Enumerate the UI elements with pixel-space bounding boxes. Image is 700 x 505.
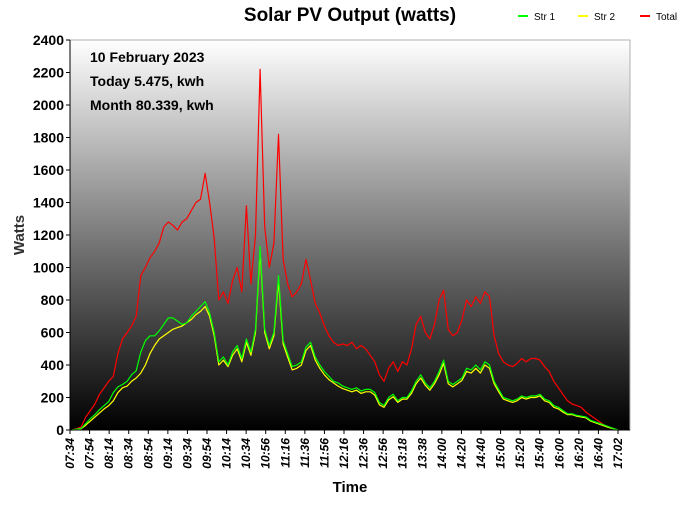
x-tick-label: 11:36 [298, 438, 312, 468]
x-tick-label: 16:40 [591, 438, 605, 469]
series-line-str-2 [71, 250, 619, 431]
y-tick-label: 1200 [33, 227, 64, 243]
chart-title: Solar PV Output (watts) [244, 5, 456, 26]
x-axis-label: Time [333, 479, 368, 496]
y-tick-label: 0 [56, 422, 64, 438]
legend: Str 1 Str 2 Total [518, 12, 677, 23]
x-tick-label: 15:20 [513, 438, 527, 469]
x-tick-label: 17:02 [611, 438, 625, 469]
x-tick-label: 16:20 [572, 438, 586, 469]
x-tick-label: 10:56 [259, 438, 273, 469]
x-tick-label: 08:14 [102, 438, 116, 469]
x-tick-label: 07:54 [83, 438, 97, 469]
y-tick-label: 600 [41, 325, 65, 341]
x-tick-label: 16:00 [552, 438, 566, 469]
y-axis: 0 200 400 600 800 1000 1200 1400 1600 1800 2000 220… [33, 32, 70, 438]
legend-label: Total [656, 12, 677, 23]
x-tick-label: 08:54 [141, 438, 155, 469]
x-tick-label: 12:16 [337, 438, 351, 469]
y-tick-label: 2400 [33, 32, 64, 48]
legend-label: Str 2 [594, 12, 616, 23]
plot-area [69, 39, 631, 431]
y-tick-label: 200 [41, 390, 65, 406]
x-tick-label: 10:34 [239, 438, 253, 469]
x-tick-label: 09:54 [200, 438, 214, 469]
x-tick-label: 12:36 [357, 438, 371, 469]
x-tick-label: 14:00 [435, 438, 449, 469]
x-tick-label: 15:00 [494, 438, 508, 469]
x-tick-label: 10:14 [220, 438, 234, 469]
y-tick-label: 800 [41, 292, 65, 308]
y-tick-label: 1800 [33, 130, 64, 146]
x-tick-label: 13:18 [396, 438, 410, 469]
y-tick-label: 1000 [33, 260, 64, 276]
annotation-month: Month 80.339, kwh [90, 97, 214, 113]
series-layer [71, 68, 619, 431]
x-tick-label: 14:40 [474, 438, 488, 469]
y-tick-label: 1400 [33, 195, 64, 211]
x-tick-label: 15:40 [533, 438, 547, 469]
y-axis-label: Watts [11, 215, 28, 255]
x-tick-label: 12:56 [376, 438, 390, 469]
x-axis: 07:34 07:54 08:14 08:34 08:54 09:14 09:34 09:54… [63, 430, 625, 469]
x-tick-label: 11:16 [278, 438, 292, 468]
x-tick-label: 14:20 [454, 438, 468, 469]
x-tick-label: 09:34 [180, 438, 194, 469]
x-tick-label: 13:38 [415, 438, 429, 469]
annotation-today: Today 5.475, kwh [90, 73, 204, 89]
y-tick-label: 2000 [33, 97, 64, 113]
x-tick-label: 07:34 [63, 438, 77, 469]
x-tick-label: 09:14 [161, 438, 175, 469]
x-tick-label: 11:56 [317, 438, 331, 468]
legend-label: Str 1 [534, 12, 556, 23]
y-tick-label: 400 [41, 357, 65, 373]
series-line-total [71, 68, 619, 431]
series-line-str-1 [71, 245, 619, 431]
y-tick-label: 1600 [33, 162, 64, 178]
y-tick-label: 2200 [33, 65, 64, 81]
annotation-date: 10 February 2023 [90, 49, 205, 65]
x-tick-label: 08:34 [122, 438, 136, 469]
